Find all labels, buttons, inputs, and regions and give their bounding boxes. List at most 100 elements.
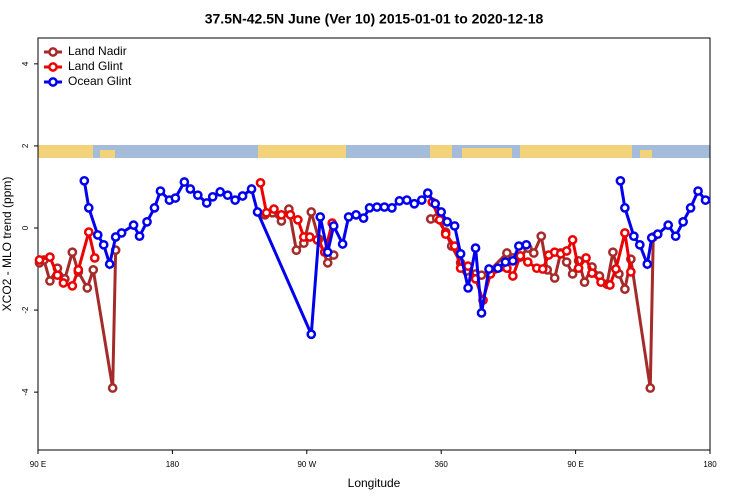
point <box>476 308 487 318</box>
point <box>358 213 369 223</box>
point <box>693 186 703 196</box>
point <box>581 253 591 263</box>
point <box>45 252 55 262</box>
point <box>292 214 303 225</box>
y-tick-label: 4 <box>21 61 30 66</box>
point <box>222 190 233 201</box>
point <box>82 283 93 293</box>
point <box>98 239 109 250</box>
point <box>207 191 218 202</box>
legend-marker <box>48 47 58 57</box>
point <box>83 227 94 237</box>
point <box>322 258 333 268</box>
point <box>230 195 240 205</box>
point <box>567 235 578 245</box>
x-tick-label: 90 E <box>567 460 583 469</box>
point <box>626 267 636 277</box>
point <box>409 198 420 209</box>
point <box>463 283 473 293</box>
point <box>608 247 618 258</box>
point <box>387 203 397 213</box>
point <box>567 269 578 279</box>
point <box>500 257 511 267</box>
point <box>645 383 656 393</box>
point <box>442 216 453 227</box>
point <box>620 284 630 294</box>
point <box>34 255 45 265</box>
point <box>579 277 590 288</box>
point <box>306 207 317 217</box>
point <box>493 263 503 274</box>
legend-label: Land Nadir <box>68 44 127 58</box>
point <box>337 239 348 249</box>
series-line <box>38 205 655 389</box>
point <box>685 203 696 213</box>
point <box>155 186 166 196</box>
point <box>58 278 69 288</box>
point <box>615 175 626 186</box>
point <box>88 265 99 275</box>
point <box>291 245 302 256</box>
point <box>322 247 333 258</box>
point <box>596 277 606 288</box>
point <box>364 203 375 213</box>
point <box>549 273 560 283</box>
point <box>343 212 354 222</box>
point <box>537 264 548 274</box>
point <box>522 257 533 267</box>
point <box>678 216 688 227</box>
y-tick-label: -4 <box>21 388 30 396</box>
point <box>261 207 272 218</box>
point <box>700 195 711 205</box>
point <box>192 190 203 201</box>
point <box>215 187 226 197</box>
point <box>276 210 287 220</box>
point <box>422 188 433 198</box>
point <box>252 207 263 217</box>
point <box>372 202 382 212</box>
x-tick-label: 360 <box>435 460 449 469</box>
plot-frame <box>37 37 711 451</box>
point <box>573 263 584 274</box>
point <box>436 207 447 217</box>
point <box>83 203 94 213</box>
point <box>634 239 645 250</box>
point <box>508 271 518 281</box>
point <box>104 259 115 269</box>
point <box>179 177 190 187</box>
point <box>536 231 547 242</box>
point <box>416 195 427 205</box>
point <box>620 203 630 213</box>
point <box>611 264 621 274</box>
point <box>663 220 674 230</box>
point <box>470 243 481 253</box>
point <box>149 203 160 213</box>
y-tick-label: -2 <box>21 306 30 314</box>
y-tick-label: 2 <box>21 143 30 148</box>
point <box>449 221 460 231</box>
point <box>116 228 127 238</box>
point <box>351 210 361 220</box>
point <box>528 248 539 258</box>
point <box>515 251 526 261</box>
legend-marker <box>48 62 58 72</box>
point <box>561 246 572 256</box>
x-axis-label: Longitude <box>348 476 401 490</box>
point <box>246 184 257 194</box>
point <box>670 231 681 242</box>
point <box>67 247 78 258</box>
point <box>587 268 597 278</box>
point <box>306 329 317 340</box>
point <box>73 265 84 275</box>
point <box>285 210 296 220</box>
legend-marker <box>48 77 58 87</box>
point <box>201 198 212 208</box>
point <box>79 175 90 186</box>
x-tick-label: 180 <box>166 460 180 469</box>
point <box>508 255 518 266</box>
point <box>394 196 405 206</box>
point <box>92 230 103 240</box>
point <box>328 221 339 231</box>
point <box>434 214 445 225</box>
